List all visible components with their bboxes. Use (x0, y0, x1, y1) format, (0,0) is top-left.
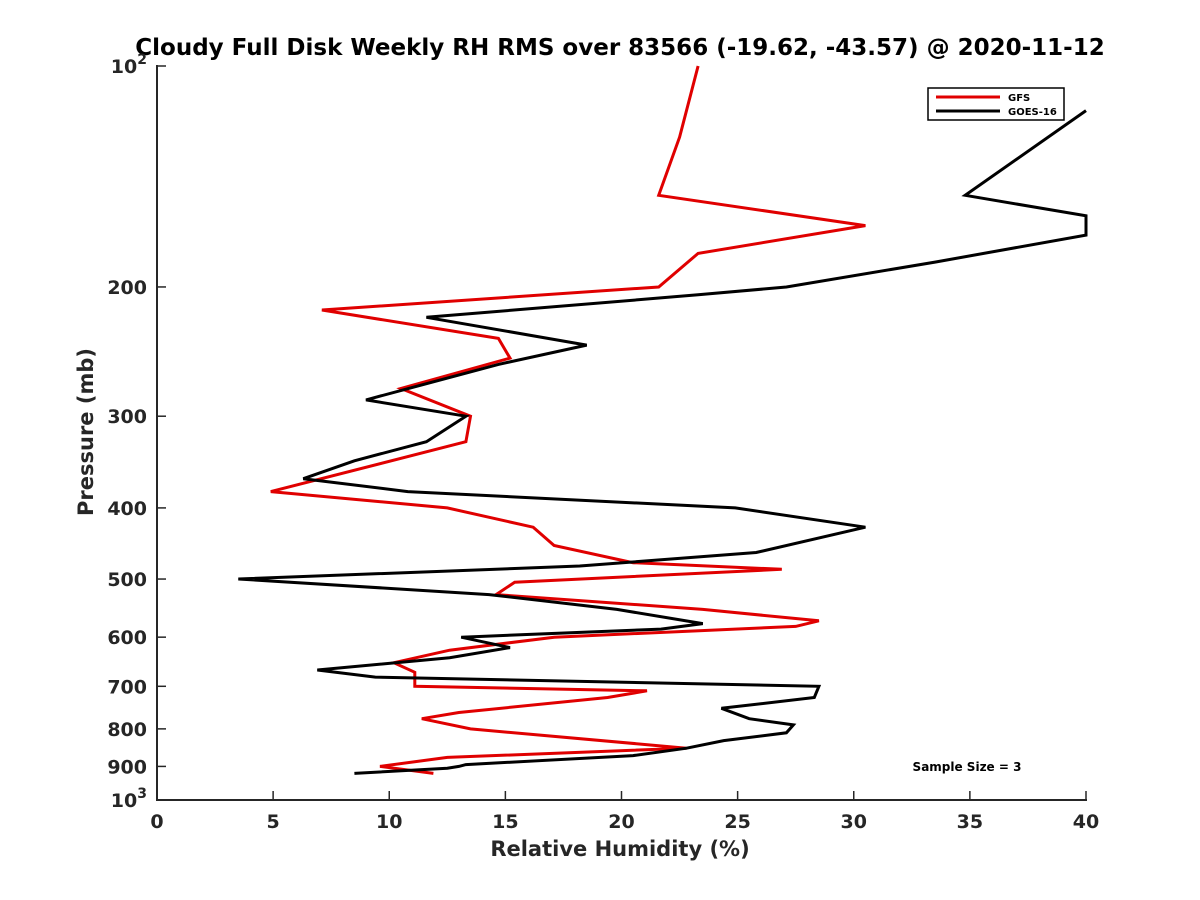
legend-label: GFS (1008, 93, 1030, 104)
x-tick-label: 30 (841, 811, 867, 833)
legend-box (927, 87, 1065, 121)
y-tick-label: 102 (111, 52, 147, 78)
x-tick-label: 5 (267, 811, 280, 833)
x-axis-label: Relative Humidity (%) (490, 837, 749, 861)
y-tick-label: 400 (107, 498, 147, 520)
x-tick-label: 15 (492, 811, 518, 833)
legend: GFS GOES-16 (927, 87, 1065, 121)
series-lines (238, 65, 1088, 775)
x-tick-label: 35 (957, 811, 983, 833)
y-tick-label: 500 (107, 569, 147, 591)
series-line-goes-16 (238, 109, 1088, 775)
y-tick-label: 600 (107, 627, 147, 649)
series-line-gfs (270, 65, 866, 775)
y-axis-label: Pressure (mb) (74, 348, 98, 516)
y-tick-label: 103 (111, 786, 147, 812)
y-tick-label: 900 (107, 756, 147, 778)
y-tick-label: 800 (107, 719, 147, 741)
chart-title: Cloudy Full Disk Weekly RH RMS over 8356… (135, 35, 1104, 61)
y-tick-label: 300 (107, 406, 147, 428)
x-tick-label: 20 (608, 811, 634, 833)
sample-size-note: Sample Size = 3 (913, 760, 1022, 774)
x-tick-label: 25 (724, 811, 750, 833)
legend-label: GOES-16 (1008, 107, 1057, 118)
y-tick-label: 700 (107, 676, 147, 698)
x-tick-label: 40 (1073, 811, 1099, 833)
x-tick-label: 0 (150, 811, 163, 833)
y-tick-label: 200 (107, 277, 147, 299)
x-tick-label: 10 (376, 811, 402, 833)
axes: 0 5 10 15 20 25 30 35 40 102 200 300 400 500 600 700 800… (107, 52, 1099, 833)
